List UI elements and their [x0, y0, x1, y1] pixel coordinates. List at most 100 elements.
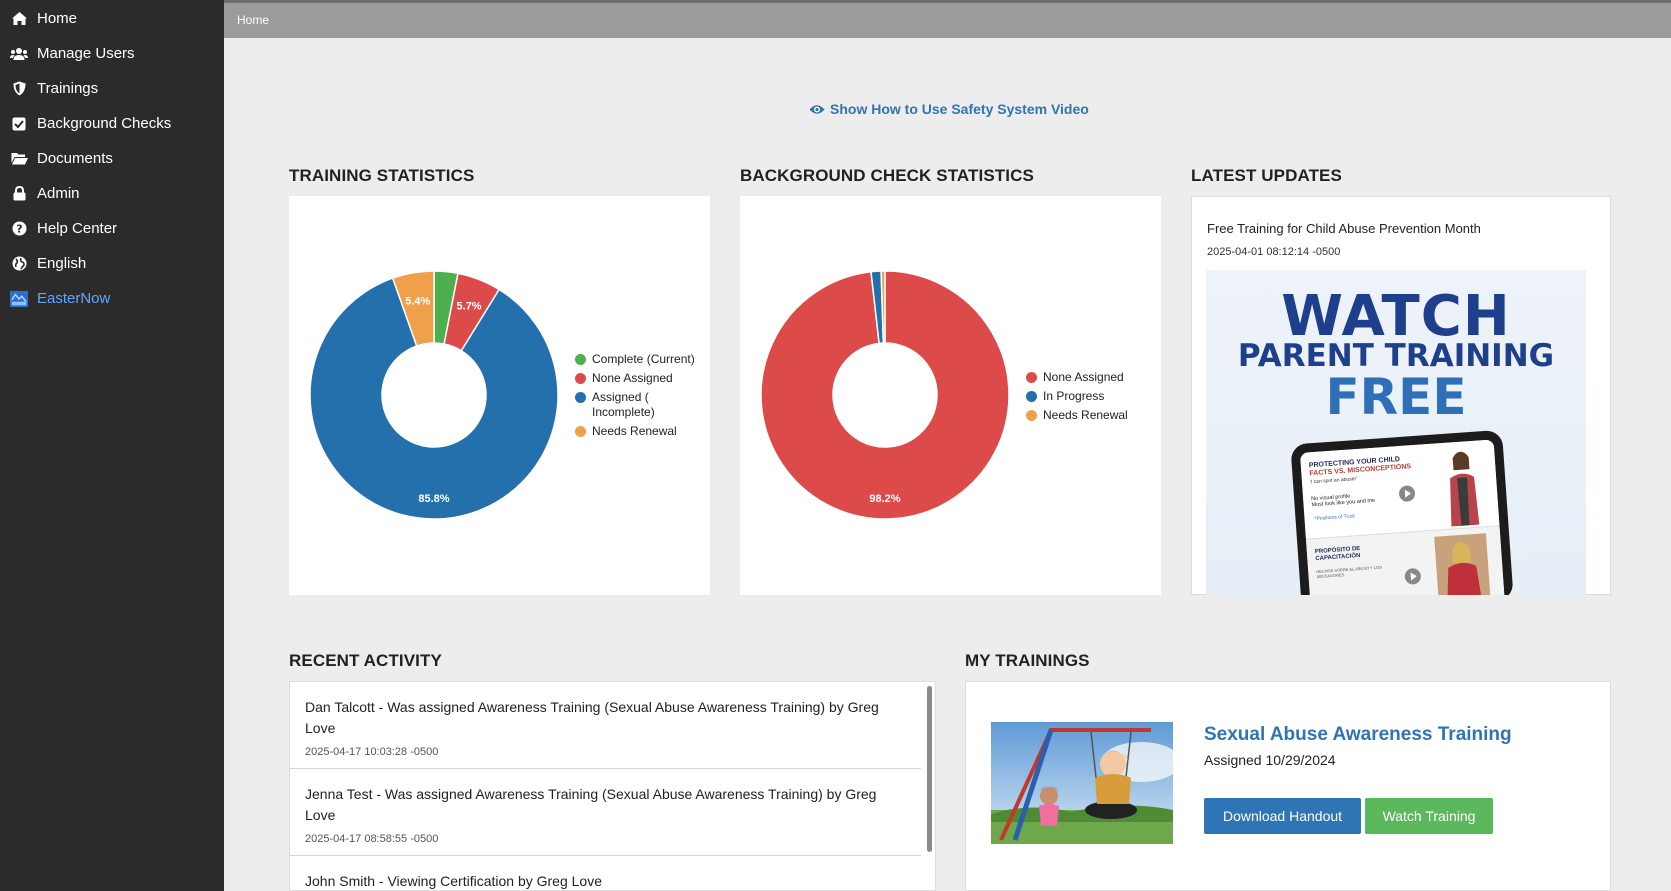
activity-item[interactable]: Dan Talcott - Was assigned Awareness Tra… — [290, 682, 921, 769]
sidebar-item-label: Background Checks — [37, 115, 172, 132]
sidebar-item-label: Help Center — [37, 220, 118, 237]
legend-item[interactable]: Complete (Current) — [575, 352, 705, 367]
legend-swatch-blue — [1026, 391, 1037, 402]
play-icon — [1404, 567, 1422, 585]
slice-label: 5.4% — [405, 295, 430, 307]
screen-text: No visual profile Most look like you and … — [1310, 493, 1376, 509]
pie-slice[interactable] — [880, 270, 886, 344]
folder-icon — [10, 150, 28, 168]
sidebar-item-admin[interactable]: Admin — [0, 176, 224, 211]
activity-item[interactable]: John Smith - Viewing Certification by Gr… — [290, 856, 921, 890]
sidebar-item-label: Home — [37, 10, 78, 27]
eye-icon — [809, 104, 825, 114]
legend-swatch-orange — [575, 426, 586, 437]
sidebar-item-label: Admin — [37, 185, 80, 202]
brand-logo-icon — [10, 290, 28, 308]
background-stats-chart: 98.2% — [760, 270, 1010, 520]
how-to-video-link[interactable]: Show How to Use Safety System Video — [809, 101, 1089, 117]
question-icon: ? — [10, 220, 28, 238]
legend-item[interactable]: Needs Renewal — [1026, 408, 1156, 423]
activity-date: 2025-04-17 08:58:55 -0500 — [305, 833, 439, 845]
presenter-figure-icon — [1434, 533, 1492, 595]
training-stats-title: TRAINING STATISTICS — [289, 166, 475, 185]
update-date: 2025-04-01 08:12:14 -0500 — [1207, 246, 1341, 258]
legend-label: Needs Renewal — [1043, 408, 1128, 422]
legend-label: Complete (Current) — [592, 352, 695, 366]
pie-slice[interactable] — [309, 277, 559, 520]
legend-item[interactable]: Assigned ( Incomplete) — [575, 390, 705, 420]
sidebar-item-label: Trainings — [37, 80, 99, 97]
legend-label: Assigned ( Incomplete) — [592, 390, 655, 419]
promo-parent-training-text: PARENT TRAINING — [1237, 338, 1555, 374]
promo-watch-text: WATCH — [1281, 284, 1511, 349]
how-to-video-label: Show How to Use Safety System Video — [830, 101, 1089, 117]
activity-text: Dan Talcott - Was assigned Awareness Tra… — [305, 699, 879, 736]
pie-slice[interactable] — [391, 270, 435, 347]
sidebar-item-trainings[interactable]: Trainings — [0, 71, 224, 106]
sidebar-item-background-checks[interactable]: Background Checks — [0, 106, 224, 141]
legend-item[interactable]: Needs Renewal — [575, 424, 705, 439]
training-assigned-date: Assigned 10/29/2024 — [1204, 752, 1336, 768]
users-icon — [10, 45, 28, 63]
legend-label: None Assigned — [1043, 370, 1124, 384]
sidebar-item-documents[interactable]: Documents — [0, 141, 224, 176]
training-stats-legend: Complete (Current) None Assigned Assigne… — [575, 352, 705, 443]
sidebar-item-label: Documents — [37, 150, 113, 167]
globe-icon — [10, 255, 28, 273]
download-handout-button[interactable]: Download Handout — [1204, 798, 1361, 834]
sidebar-item-label: English — [37, 255, 87, 272]
lock-icon — [10, 185, 28, 203]
promo-banner-image[interactable]: WATCH PARENT TRAINING FREE PROTECTING YO… — [1206, 270, 1586, 595]
watch-training-button[interactable]: Watch Training — [1365, 798, 1493, 834]
checkbox-icon — [10, 115, 28, 133]
legend-swatch-green — [575, 354, 586, 365]
promo-free-text: FREE — [1325, 368, 1467, 426]
sidebar-item-help-center[interactable]: ? Help Center — [0, 211, 224, 246]
latest-updates-title: LATEST UPDATES — [1191, 166, 1342, 185]
breadcrumb[interactable]: Home — [237, 13, 270, 27]
slice-label: 5.7% — [457, 301, 482, 313]
latest-updates-card: Free Training for Child Abuse Prevention… — [1191, 196, 1611, 595]
sidebar-item-manage-users[interactable]: Manage Users — [0, 36, 224, 71]
screen-heading-es: PROPÓSITO DE CAPACITACIÓN — [1314, 545, 1361, 563]
swing-photo-icon — [991, 722, 1173, 844]
sidebar-item-language[interactable]: English — [0, 246, 224, 281]
pie-slice[interactable] — [760, 270, 1010, 520]
my-trainings-title: MY TRAININGS — [965, 651, 1090, 670]
sidebar-item-label: Manage Users — [37, 45, 135, 62]
legend-label: In Progress — [1043, 389, 1105, 403]
update-title[interactable]: Free Training for Child Abuse Prevention… — [1207, 221, 1481, 236]
screen-note: *Positions of Trust — [1314, 513, 1355, 523]
recent-activity-title: RECENT ACTIVITY — [289, 651, 442, 670]
background-stats-title: BACKGROUND CHECK STATISTICS — [740, 166, 1034, 185]
top-bar: Home — [224, 0, 1671, 38]
legend-swatch-red — [575, 373, 586, 384]
activity-item[interactable]: Jenna Test - Was assigned Awareness Trai… — [290, 769, 921, 856]
activity-scrollbar[interactable] — [927, 686, 932, 852]
sidebar-item-home[interactable]: Home — [0, 1, 224, 36]
legend-label: Needs Renewal — [592, 424, 677, 438]
recent-activity-card[interactable]: Dan Talcott - Was assigned Awareness Tra… — [289, 681, 936, 891]
tablet-screen-bottom: PROPÓSITO DE CAPACITACIÓN HECHOS SOBRE E… — [1305, 525, 1505, 595]
training-stats-chart: 5.7% 85.8% 5.4% — [309, 270, 559, 520]
home-icon — [10, 10, 28, 28]
training-thumbnail-image[interactable] — [991, 722, 1173, 844]
legend-item[interactable]: None Assigned — [1026, 370, 1156, 385]
screen-heading: PROTECTING YOUR CHILD FACTS VS. MISCONCEP… — [1308, 456, 1412, 478]
legend-item[interactable]: In Progress — [1026, 389, 1156, 404]
screen-text-es: HECHOS SOBRE EL ABUSO Y LOS ABUSADORES — [1316, 564, 1382, 580]
legend-swatch-blue — [575, 392, 586, 403]
sidebar-item-label: EasterNow — [37, 290, 111, 307]
sidebar: Home Manage Users Trainings Background C… — [0, 0, 224, 891]
svg-text:?: ? — [16, 223, 22, 236]
sidebar-item-brand[interactable]: EasterNow — [0, 281, 224, 316]
legend-label: None Assigned — [592, 371, 673, 385]
shield-icon — [10, 80, 28, 98]
tablet-illustration: PROTECTING YOUR CHILD FACTS VS. MISCONCEP… — [1290, 429, 1514, 595]
legend-item[interactable]: None Assigned — [575, 371, 705, 386]
presenter-figure-icon — [1450, 451, 1480, 527]
slice-label: 98.2% — [869, 493, 900, 505]
background-stats-card: 98.2% None Assigned In Progress Needs Re… — [740, 196, 1161, 595]
activity-date: 2025-04-17 10:03:28 -0500 — [305, 746, 439, 758]
training-title-link[interactable]: Sexual Abuse Awareness Training — [1204, 724, 1512, 745]
